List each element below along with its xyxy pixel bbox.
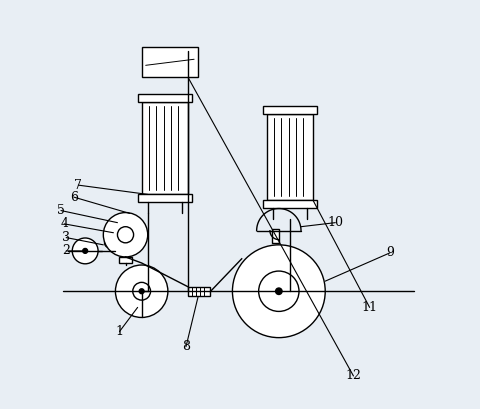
Text: 5: 5 — [57, 204, 65, 217]
Text: 6: 6 — [70, 191, 78, 204]
Circle shape — [83, 249, 87, 253]
Text: 8: 8 — [181, 340, 190, 353]
Text: 4: 4 — [60, 217, 68, 230]
Bar — [266, 114, 312, 200]
Text: 1: 1 — [115, 325, 123, 338]
Bar — [262, 106, 316, 114]
Text: 10: 10 — [326, 216, 343, 229]
Bar — [271, 229, 278, 243]
Text: 12: 12 — [345, 369, 360, 382]
Text: 11: 11 — [361, 301, 377, 314]
Text: 2: 2 — [62, 245, 70, 257]
Circle shape — [139, 289, 144, 294]
Bar — [137, 94, 192, 101]
Circle shape — [275, 288, 281, 294]
Text: 9: 9 — [385, 246, 393, 259]
Bar — [188, 287, 210, 297]
Bar — [119, 257, 132, 263]
Text: 3: 3 — [62, 231, 70, 244]
Bar — [142, 47, 198, 77]
Text: 7: 7 — [74, 179, 82, 192]
Circle shape — [115, 265, 168, 317]
Circle shape — [72, 238, 98, 264]
Bar — [137, 194, 192, 202]
Bar — [142, 101, 188, 194]
Bar — [262, 200, 316, 208]
Circle shape — [232, 245, 324, 338]
Circle shape — [103, 213, 147, 257]
